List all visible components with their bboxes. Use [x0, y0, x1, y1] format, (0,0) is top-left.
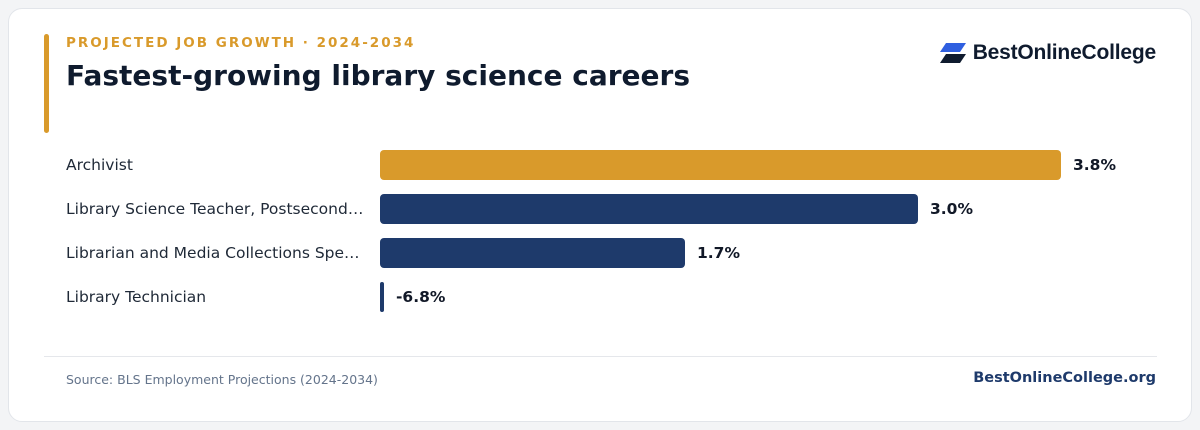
- bar-1: [380, 150, 1061, 180]
- value-label: 1.7%: [697, 244, 740, 262]
- brand-logo-text: BestOnlineCollege: [972, 41, 1157, 64]
- footer-divider: [44, 356, 1157, 357]
- category-label: Library Technician: [66, 288, 207, 306]
- source-note: Source: BLS Employment Projections (2024…: [66, 372, 378, 387]
- chart-title: Fastest-growing library science careers: [66, 59, 690, 92]
- category-label: Library Science Teacher, Postsecondary: [66, 200, 368, 218]
- value-label: -6.8%: [396, 288, 446, 306]
- bar-2: [380, 194, 918, 224]
- brand-logo: BestOnlineCollege: [939, 41, 1157, 65]
- chart-eyebrow: PROJECTED JOB GROWTH · 2024-2034: [66, 35, 416, 51]
- bar-chart: Archivist 3.8% Library Science Teacher, Po…: [9, 9, 1193, 339]
- bar-3: [380, 238, 685, 268]
- bar-4: [380, 282, 384, 312]
- stacked-parallelogram-logo-icon: [939, 43, 966, 63]
- title-accent-bar: [44, 34, 49, 133]
- category-label: Archivist: [66, 156, 133, 174]
- value-label: 3.8%: [1073, 156, 1116, 174]
- category-label: Librarian and Media Collections Speciali…: [66, 244, 368, 262]
- site-link[interactable]: BestOnlineCollege.org: [973, 370, 1156, 386]
- chart-card: PROJECTED JOB GROWTH · 2024-2034 Fastest…: [8, 8, 1192, 422]
- value-label: 3.0%: [930, 200, 973, 218]
